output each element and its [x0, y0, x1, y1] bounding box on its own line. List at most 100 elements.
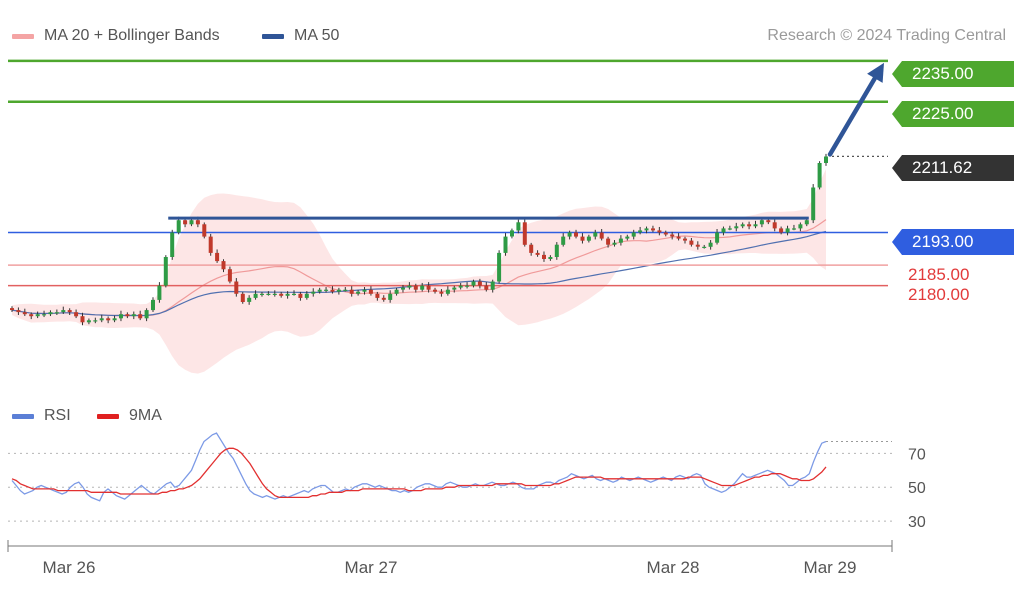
bollinger-band	[12, 169, 826, 374]
candle	[343, 289, 348, 291]
candle	[381, 297, 386, 300]
candle	[484, 285, 489, 290]
candle	[394, 289, 399, 294]
candle	[445, 289, 450, 294]
legend-swatch	[12, 413, 34, 419]
candle	[497, 252, 502, 282]
candle	[529, 244, 534, 253]
candle	[10, 308, 14, 311]
legend-label: RSI	[44, 407, 71, 424]
candle	[798, 224, 803, 229]
legend-swatch	[262, 33, 284, 39]
candle	[144, 310, 149, 319]
candle	[759, 220, 764, 225]
legend-swatch	[97, 413, 119, 419]
candle	[522, 222, 527, 245]
legend-label: MA 50	[294, 27, 340, 44]
candle	[29, 314, 34, 317]
candle	[112, 318, 117, 321]
candle	[458, 285, 463, 288]
candle	[452, 287, 457, 290]
candle	[227, 269, 232, 282]
legend-swatch	[12, 33, 34, 39]
candle	[676, 236, 681, 239]
candle	[240, 293, 245, 302]
candle	[804, 220, 809, 225]
candle	[708, 242, 713, 247]
legend-item-9ma[interactable]: 9MA	[97, 407, 162, 425]
candle	[157, 285, 162, 300]
candle	[586, 236, 591, 241]
candle	[234, 281, 239, 294]
candle	[42, 314, 47, 316]
candle	[170, 232, 175, 257]
candle	[663, 232, 668, 235]
candle	[599, 232, 604, 239]
candle	[253, 293, 258, 298]
candle	[407, 285, 412, 288]
candle	[163, 257, 168, 286]
candle	[606, 238, 611, 245]
legend-item-ma50[interactable]: MA 50	[262, 27, 339, 45]
candle	[702, 246, 707, 248]
candle	[554, 244, 559, 257]
candle	[99, 318, 104, 321]
candle	[324, 289, 329, 291]
candle	[420, 285, 425, 290]
candle	[48, 312, 53, 315]
candle	[80, 316, 85, 323]
candle	[439, 291, 444, 294]
candle	[176, 220, 181, 233]
candle	[471, 281, 476, 286]
candle	[644, 228, 649, 231]
candle	[734, 226, 739, 229]
candle	[208, 236, 213, 253]
candle	[593, 232, 598, 237]
candle	[362, 289, 367, 292]
candle	[292, 293, 296, 295]
candle	[433, 289, 437, 292]
candle	[260, 293, 264, 295]
resistance-2-tag: 2235.00	[892, 61, 1014, 87]
candle	[272, 293, 277, 295]
candle	[266, 293, 271, 295]
candle	[503, 236, 508, 253]
candle	[618, 238, 623, 243]
candle	[368, 289, 373, 294]
candle	[779, 228, 784, 233]
candle	[119, 314, 123, 319]
candle	[202, 224, 207, 237]
candle	[356, 291, 361, 294]
rsi-tick-label: 50	[908, 480, 926, 497]
candle	[54, 312, 59, 314]
candle	[817, 163, 822, 188]
candle	[670, 234, 675, 237]
x-tick-label: Mar 27	[345, 558, 398, 577]
candle	[715, 232, 720, 243]
current-price-tag: 2211.62	[892, 155, 1014, 181]
candle	[16, 310, 21, 313]
legend-label: MA 20 + Bollinger Bands	[44, 27, 220, 44]
support-2-label: 2180.00	[908, 285, 970, 304]
legend-item-ma20-bollinger[interactable]: MA 20 + Bollinger Bands	[12, 27, 220, 45]
x-tick-label: Mar 26	[43, 558, 96, 577]
candle	[388, 293, 393, 300]
time-axis: Mar 26 Mar 27 Mar 28 Mar 29	[7, 540, 893, 577]
candle	[221, 261, 226, 270]
price-panel	[8, 59, 888, 374]
candle	[22, 312, 27, 315]
candle	[285, 293, 290, 296]
candle	[61, 310, 66, 313]
candle	[304, 293, 309, 298]
candle	[772, 222, 777, 229]
projection-arrow-head	[867, 62, 884, 83]
candle	[542, 254, 546, 259]
rsi-panel: 70 50 30	[8, 432, 926, 531]
candle	[510, 230, 514, 237]
candle	[695, 244, 700, 247]
candle	[151, 299, 155, 311]
candle	[766, 220, 771, 223]
legend-item-rsi[interactable]: RSI	[12, 407, 71, 425]
